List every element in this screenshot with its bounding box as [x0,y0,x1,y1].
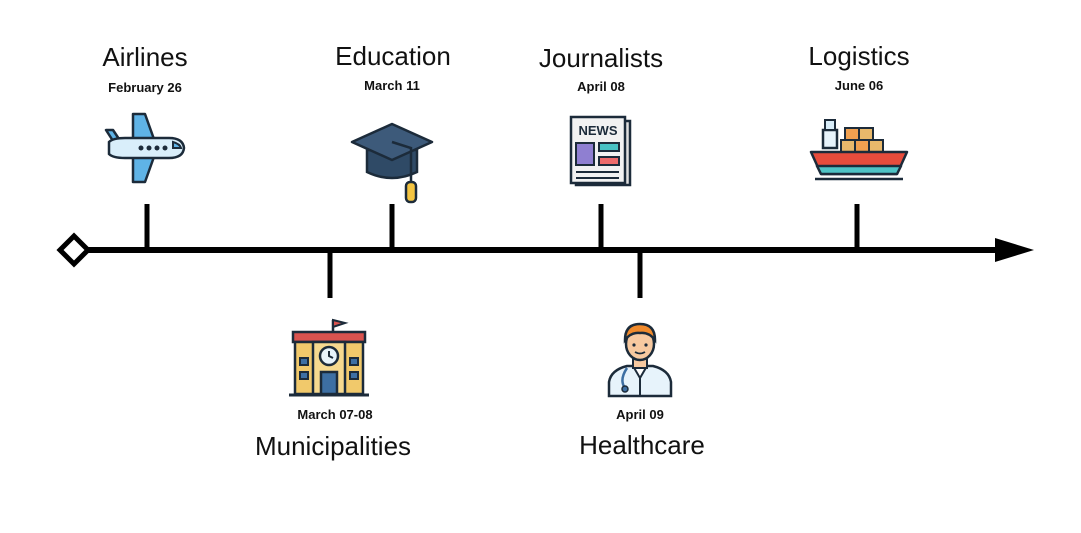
event-title-healthcare: Healthcare [579,430,705,460]
event-date-education: March 11 [364,78,420,93]
event-title-education: Education [335,41,451,71]
svg-text:NEWS: NEWS [579,123,618,138]
timeline-start-diamond [56,232,92,268]
timeline-arrowhead [995,238,1034,262]
doctor-icon [605,318,675,403]
event-title-journalists: Journalists [538,43,664,73]
event-title-logistics: Logistics [808,41,910,71]
event-date-logistics: June 06 [834,78,884,93]
cargo-ship-icon [807,116,911,191]
newspaper-icon: NEWS [568,115,634,194]
airplane-icon [103,108,187,193]
event-title-airlines: Airlines [102,42,188,72]
city-hall-icon [287,318,371,403]
graduation-cap-icon [349,120,435,211]
event-title-municipalities: Municipalities [254,431,412,461]
event-date-municipalities: March 07-08 [297,407,373,422]
event-date-healthcare: April 09 [616,407,664,422]
event-date-airlines: February 26 [108,80,182,95]
event-date-journalists: April 08 [577,79,625,94]
